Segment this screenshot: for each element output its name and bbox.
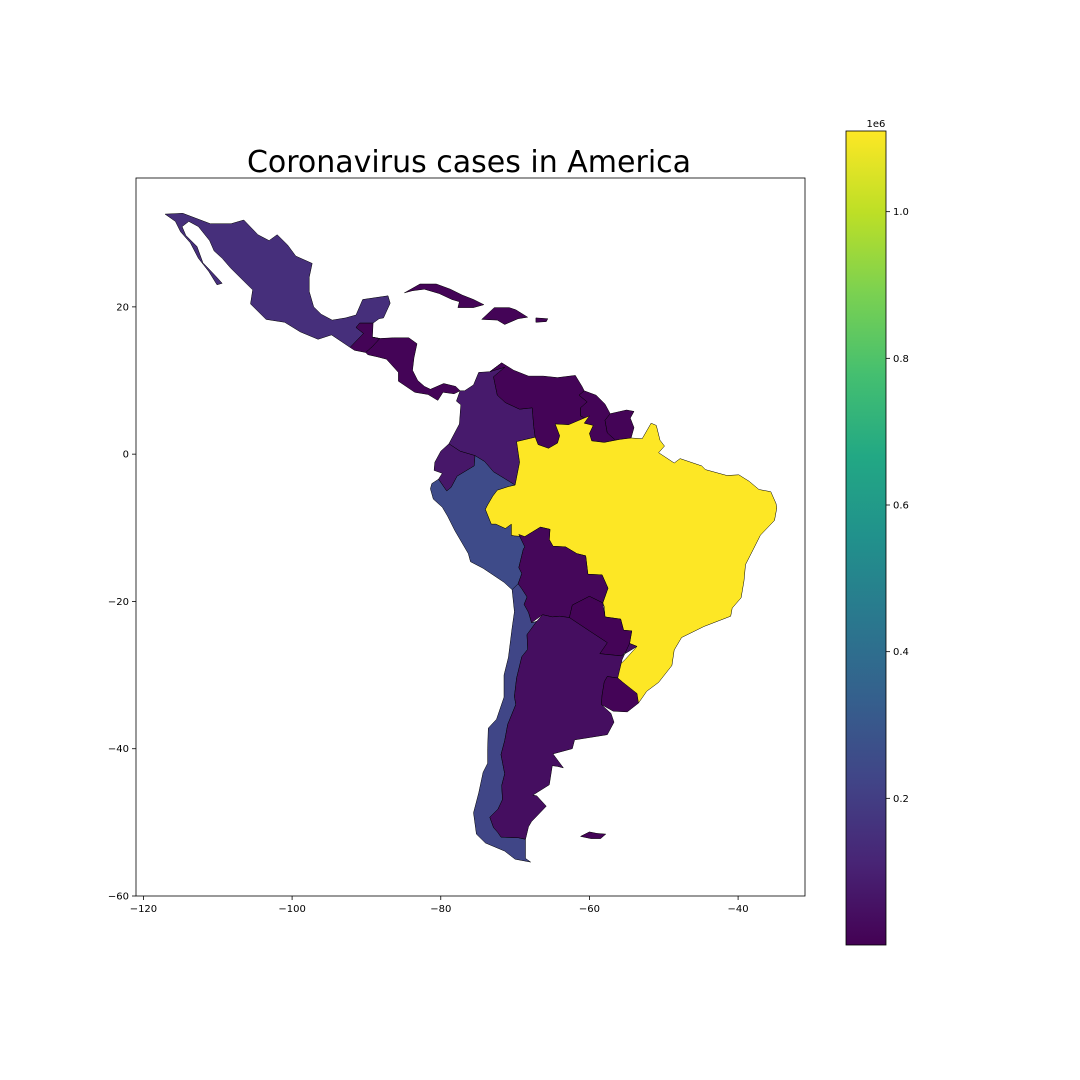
colorbar-ticks: 0.2 0.4 0.6 0.8 1.0 [886,207,909,805]
y-tick-label: 20 [116,302,129,313]
colorbar-tick-label: 0.2 [893,794,909,805]
x-axis: −120 −100 −80 −60 −40 [130,896,749,915]
colorbar-exponent-label: 1e6 [867,119,886,130]
region-puerto-rico [535,317,549,323]
x-tick-label: −100 [278,904,305,915]
colorbar-tick-label: 1.0 [893,207,909,218]
plot-frame [135,177,806,897]
map-layer [164,213,778,863]
region-uruguay [601,676,639,713]
region-central-america [365,336,461,401]
x-tick-label: −60 [579,904,600,915]
region-hispaniola [481,307,528,325]
colorbar-tick-label: 0.8 [893,354,909,365]
x-tick-label: −40 [728,904,749,915]
colorbar [845,130,887,946]
y-tick-label: 0 [123,450,129,461]
region-cuba [404,283,485,308]
chart-title: Coronavirus cases in America [247,145,691,180]
x-tick-label: −80 [430,904,451,915]
y-axis: 20 0 −20 −40 −60 [108,302,136,903]
colorbar-tick-label: 0.4 [893,647,909,658]
region-argentina [489,614,638,840]
x-tick-label: −120 [130,904,157,915]
y-tick-label: −20 [108,597,129,608]
y-tick-label: −60 [108,892,129,903]
region-falkland-islands [580,831,607,839]
y-tick-label: −40 [108,744,129,755]
colorbar-tick-label: 0.6 [893,501,909,512]
